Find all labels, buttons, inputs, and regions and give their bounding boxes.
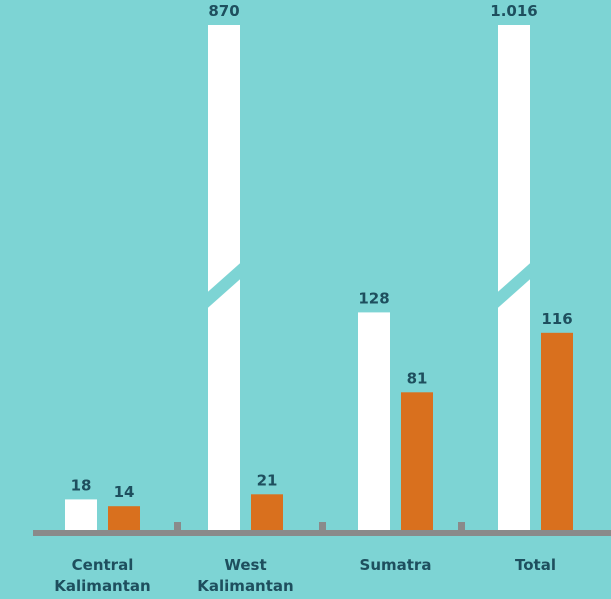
axis-break-mark-c2 <box>206 261 242 310</box>
category-label-2-line-1: West <box>224 556 266 574</box>
category-label-2-line-2: Kalimantan <box>197 577 293 595</box>
category-label-1-line-2: Kalimantan <box>54 577 150 595</box>
bar-s1-c3 <box>358 312 390 530</box>
axis-tick-1 <box>174 522 181 530</box>
data-label-s1-c3: 128 <box>358 289 389 307</box>
data-label-s1-c1: 18 <box>71 476 92 494</box>
axis-break-mark-c4 <box>496 261 532 310</box>
category-label-4: Total <box>515 556 556 574</box>
category-label-3: Sumatra <box>360 556 432 574</box>
x-axis-baseline <box>33 530 611 536</box>
data-label-s2-c2: 21 <box>257 471 278 489</box>
bar-s2-c1 <box>108 506 140 530</box>
bar-s2-c2 <box>251 494 283 530</box>
axis-tick-2 <box>319 522 326 530</box>
data-label-s2-c4: 116 <box>541 310 572 328</box>
data-label-s1-c4: 1.016 <box>490 2 537 20</box>
data-label-s2-c3: 81 <box>407 369 428 387</box>
category-label-1-line-1: Central <box>72 556 134 574</box>
data-label-s2-c1: 14 <box>114 483 135 501</box>
bar-s2-c3 <box>401 392 433 530</box>
bar-s2-c4 <box>541 332 573 530</box>
data-label-s1-c2: 870 <box>208 2 239 20</box>
bar-s1-c1 <box>65 499 97 530</box>
axis-tick-3 <box>458 522 465 530</box>
